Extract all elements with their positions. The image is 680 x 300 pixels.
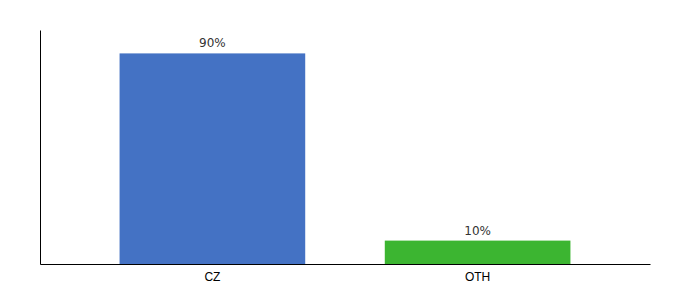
x-axis: CZ OTH (41, 265, 651, 284)
y-axis (40, 31, 41, 265)
data-label: 10% (464, 224, 491, 238)
plot: CZ OTH 90% 10% (41, 31, 651, 284)
bar (385, 241, 571, 264)
y-axis-line (40, 31, 41, 265)
bars (120, 53, 571, 264)
bar (120, 53, 306, 264)
chart-container: CZ OTH 90% 10% (0, 0, 680, 300)
x-tick: OTH (465, 270, 490, 284)
chart: CZ OTH 90% 10% (0, 0, 680, 300)
x-axis-line (41, 264, 651, 265)
x-tick-label: CZ (204, 270, 220, 284)
x-tick: CZ (204, 270, 220, 284)
data-label: 90% (199, 36, 226, 50)
x-tick-label: OTH (465, 270, 490, 284)
data-labels: 90% 10% (199, 36, 491, 237)
